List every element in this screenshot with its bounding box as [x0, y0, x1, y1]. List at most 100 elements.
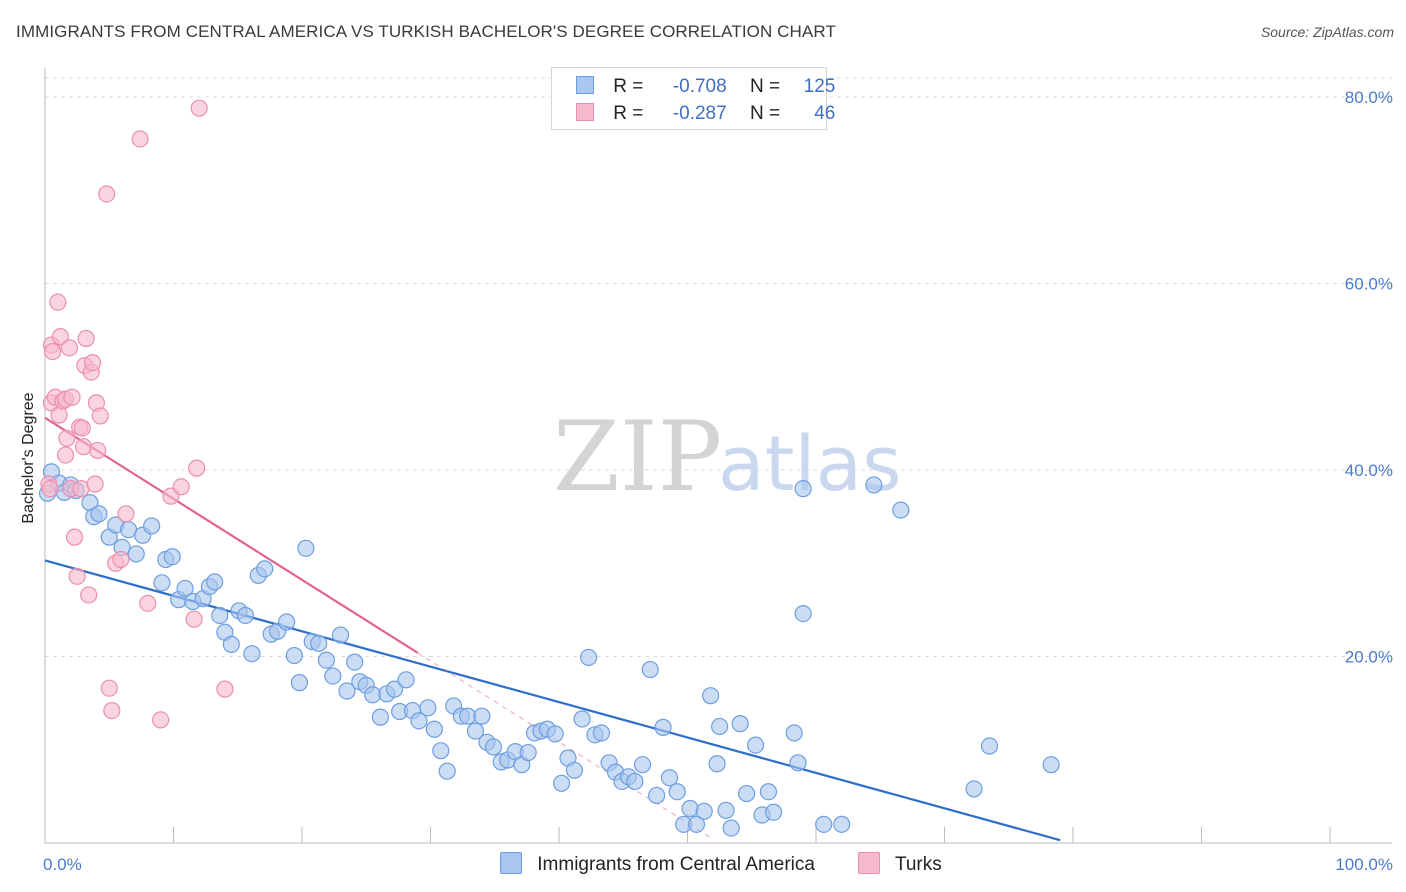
turks-point — [86, 475, 104, 493]
immigrants-point — [681, 799, 699, 818]
immigrants-point — [579, 648, 598, 667]
r-value: -0.287 — [672, 103, 727, 124]
immigrants-point — [702, 687, 720, 705]
immigrants-point — [641, 660, 659, 679]
immigrants-point — [648, 786, 666, 805]
y-tick-label: 60.0% — [1345, 275, 1393, 294]
turks-point — [44, 342, 62, 361]
turks-point — [216, 680, 234, 698]
immigrants-point — [176, 579, 194, 598]
immigrants-swatch — [500, 852, 522, 874]
points-layer — [38, 99, 1060, 837]
turks-point — [188, 459, 206, 477]
immigrants-point — [222, 635, 240, 653]
immigrants-point — [747, 736, 765, 754]
turks-point — [80, 586, 98, 604]
immigrants-point — [236, 606, 255, 625]
turks-point — [41, 480, 59, 498]
immigrants-point — [731, 715, 749, 733]
immigrants-point — [243, 645, 261, 663]
x-tick-label-min: 0.0% — [43, 855, 82, 874]
trend-layer — [44, 416, 1061, 842]
immigrants-point — [163, 548, 181, 566]
immigrants-point — [695, 802, 713, 820]
immigrants-point — [654, 718, 672, 736]
turks-point — [117, 505, 135, 523]
turks-point — [68, 567, 86, 585]
immigrants-point — [789, 754, 807, 772]
turks-swatch — [858, 852, 880, 874]
immigrants-point — [738, 784, 756, 803]
y-tick-label: 20.0% — [1345, 648, 1393, 667]
grid-layer — [45, 77, 1392, 657]
immigrants-point — [297, 539, 315, 557]
immigrants-point — [346, 653, 364, 671]
turks-point — [100, 679, 118, 697]
immigrants-point — [285, 646, 303, 665]
turks-point — [91, 407, 109, 425]
immigrants-point — [256, 560, 274, 578]
immigrants-point — [466, 722, 485, 740]
immigrants-point — [565, 761, 584, 779]
immigrants-point — [865, 476, 883, 494]
labels-layer: 20.0% 40.0% 60.0% 80.0% 0.0% 100.0% Bachelor's… — [20, 88, 1393, 874]
immigrants-point — [277, 613, 296, 631]
immigrants-point — [410, 712, 428, 730]
immigrants-point — [687, 815, 706, 833]
turks-point — [65, 528, 84, 546]
turks-point — [83, 354, 102, 372]
immigrants-point — [708, 755, 726, 773]
turks-point — [139, 594, 157, 612]
immigrants-point — [717, 801, 735, 819]
immigrants-point — [546, 725, 564, 743]
watermark-atlas: atlas — [718, 419, 902, 508]
stats-legend-row-pink: R = -0.287 N = 46 — [576, 103, 835, 127]
legend-item-turks[interactable]: Turks — [858, 852, 942, 876]
turks-point — [152, 711, 170, 729]
r-label: R = — [613, 76, 644, 97]
n-label: N = — [749, 76, 781, 97]
y-tick-label: 80.0% — [1345, 88, 1393, 107]
immigrants-point — [331, 626, 350, 644]
immigrants-point — [425, 720, 443, 738]
turks-point — [131, 130, 149, 148]
immigrants-point — [324, 667, 342, 685]
watermark-zip: ZIP — [553, 401, 722, 513]
immigrants-point — [722, 819, 740, 837]
turks-point — [60, 339, 79, 357]
immigrants-point — [317, 651, 336, 669]
turks-point — [77, 329, 95, 348]
immigrants-point — [371, 708, 389, 726]
immigrants-point — [759, 783, 778, 801]
legend-item-immigrants[interactable]: Immigrants from Central America — [500, 852, 815, 876]
immigrants-point — [211, 606, 229, 625]
immigrants-point — [764, 803, 783, 821]
immigrants-point — [310, 634, 328, 653]
legend-label: Immigrants from Central America — [537, 854, 815, 875]
immigrants-point — [127, 545, 145, 563]
n-value: 46 — [814, 103, 836, 124]
pink-swatch — [576, 103, 594, 121]
turks-point — [49, 293, 67, 311]
immigrants-point — [90, 505, 108, 523]
turks-trend-line — [44, 416, 419, 654]
immigrants-point — [552, 774, 571, 792]
turks-point — [51, 328, 70, 346]
immigrants-point — [419, 699, 437, 717]
immigrants-point — [153, 574, 171, 592]
turks-point — [103, 701, 121, 720]
y-axis-title: Bachelor's Degree — [20, 392, 37, 523]
immigrants-point — [338, 682, 356, 700]
turks-point — [172, 478, 190, 496]
turks-point — [58, 429, 76, 447]
chart-title: IMMIGRANTS FROM CENTRAL AMERICA VS TURKI… — [16, 22, 836, 41]
stats-legend-row-blue: R = -0.708 N = 125 — [576, 76, 835, 100]
immigrants-point — [385, 680, 404, 698]
turks-point — [185, 610, 203, 628]
turks-point — [74, 438, 93, 456]
immigrants-point — [833, 815, 851, 833]
immigrants-point — [815, 815, 833, 833]
immigrants-point — [794, 605, 812, 623]
immigrants-point — [206, 573, 224, 591]
